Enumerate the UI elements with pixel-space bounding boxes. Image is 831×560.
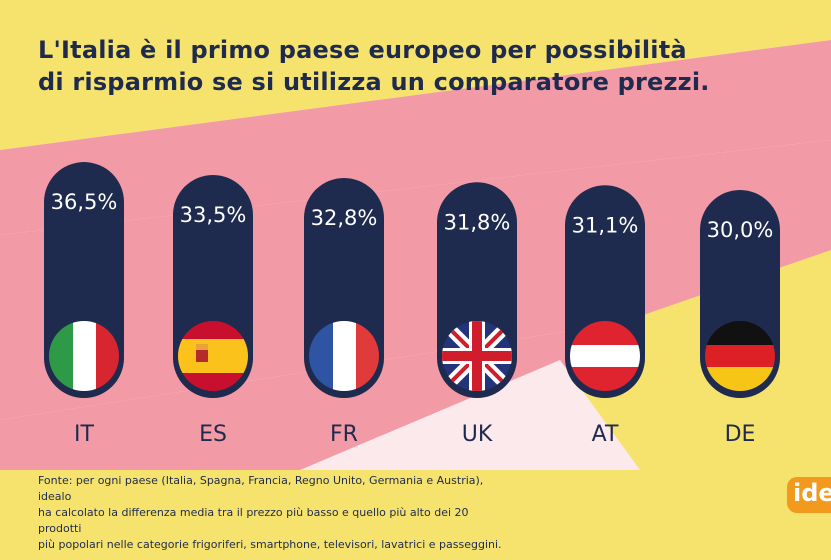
value-label-at: 31,1% xyxy=(572,213,639,237)
flag-uk xyxy=(442,321,512,391)
flag-spain xyxy=(178,321,248,391)
flag-france xyxy=(309,321,379,391)
idealo-logo: ide xyxy=(787,477,831,513)
footnote-line-2: ha calcolato la differenza media tra il … xyxy=(38,506,469,535)
value-label-uk: 31,8% xyxy=(444,210,511,234)
category-label-fr: FR xyxy=(330,422,358,447)
value-label-it: 36,5% xyxy=(51,190,118,214)
source-footnote: Fonte: per ogni paese (Italia, Spagna, F… xyxy=(38,473,508,553)
category-label-es: ES xyxy=(199,422,227,447)
flag-germany xyxy=(705,321,775,391)
title-line-2: di risparmio se si utilizza un comparato… xyxy=(38,68,710,96)
category-label-de: DE xyxy=(725,422,756,447)
value-label-es: 33,5% xyxy=(180,203,247,227)
value-label-fr: 32,8% xyxy=(311,206,378,230)
footnote-line-3: più popolari nelle categorie frigoriferi… xyxy=(38,538,502,551)
category-label-it: IT xyxy=(74,422,94,447)
category-label-uk: UK xyxy=(462,422,493,447)
chart-title: L'Italia è il primo paese europeo per po… xyxy=(38,34,710,98)
title-line-1: L'Italia è il primo paese europeo per po… xyxy=(38,36,687,64)
value-label-de: 30,0% xyxy=(707,218,774,242)
flag-austria xyxy=(570,321,640,391)
footnote-line-1: Fonte: per ogni paese (Italia, Spagna, F… xyxy=(38,474,484,503)
category-label-at: AT xyxy=(592,422,619,447)
brand-label: ide xyxy=(793,479,831,507)
